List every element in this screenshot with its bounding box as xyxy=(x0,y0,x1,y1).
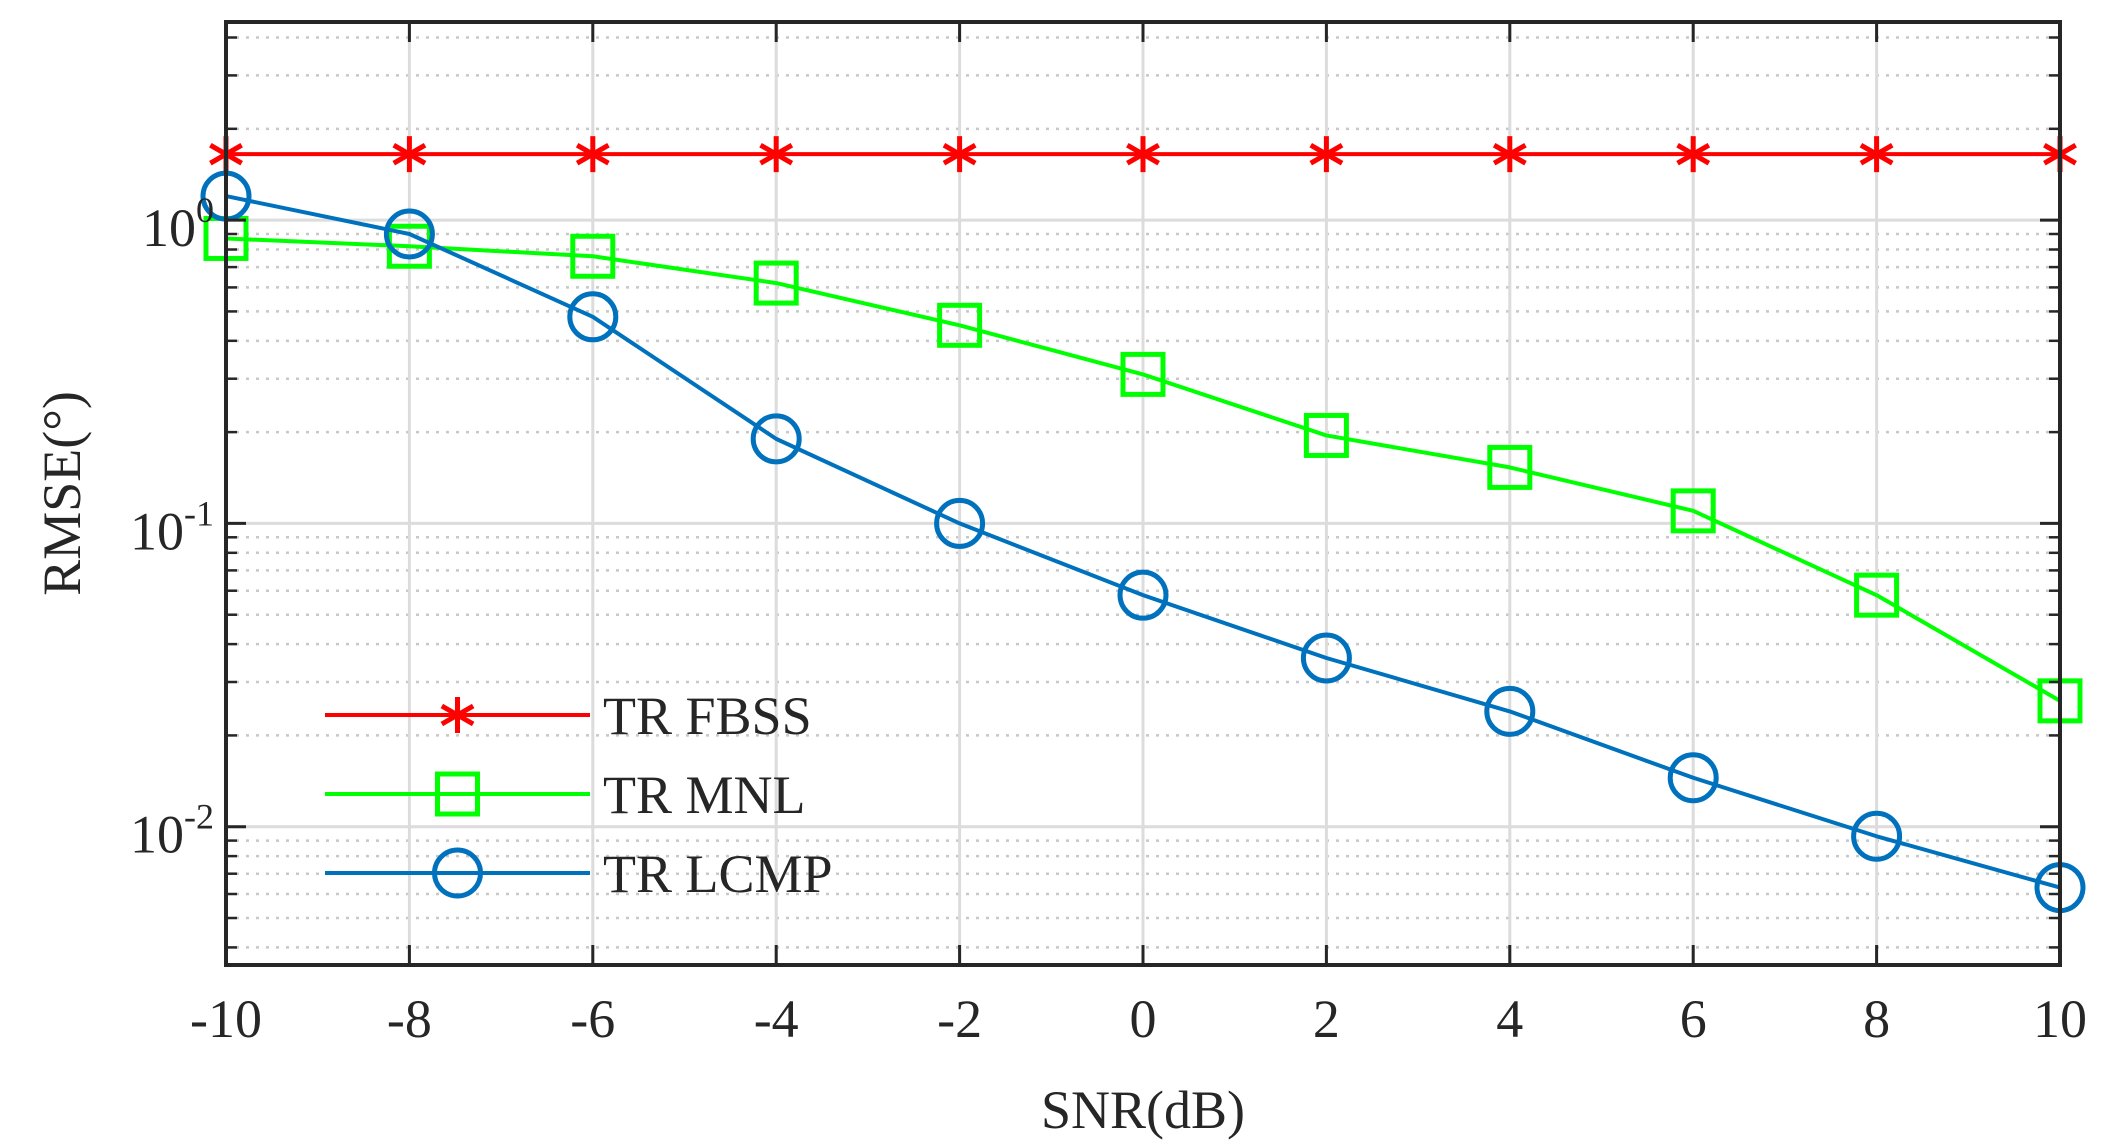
x-tick-label: -10 xyxy=(190,989,262,1049)
y-tick-label: 100 xyxy=(142,190,214,258)
data-point xyxy=(1859,136,1894,173)
legend-entry: TR MNL xyxy=(325,765,806,825)
x-tick-label: 6 xyxy=(1680,989,1707,1049)
data-point xyxy=(937,302,983,348)
data-point xyxy=(1484,685,1536,737)
y-tick-label: 10-1 xyxy=(130,493,214,561)
data-point xyxy=(1126,136,1160,173)
data-point xyxy=(753,260,799,306)
data-point xyxy=(1851,810,1903,862)
data-point xyxy=(1309,136,1344,173)
data-point xyxy=(1670,488,1716,534)
data-point xyxy=(1676,136,1711,173)
legend-label: TR LCMP xyxy=(603,844,833,904)
x-tick-label: 2 xyxy=(1313,989,1340,1049)
data-point xyxy=(1120,351,1166,397)
axis-ticks xyxy=(224,22,2062,965)
data-point xyxy=(934,497,986,549)
legend-label: TR MNL xyxy=(603,765,806,825)
legend-entry: TR LCMP xyxy=(325,844,833,904)
data-point xyxy=(392,136,427,173)
x-axis-label: SNR(dB) xyxy=(1041,1080,1245,1140)
x-tick-label: 10 xyxy=(2033,989,2087,1049)
x-tick-label: 0 xyxy=(1130,989,1157,1049)
data-point xyxy=(432,847,483,899)
series-line xyxy=(225,194,2061,890)
data-point xyxy=(1117,569,1169,621)
y-axis-label: RMSE(°) xyxy=(32,391,92,596)
legend-label: TR FBSS xyxy=(603,686,812,746)
x-tick-label: -8 xyxy=(387,989,432,1049)
x-tick-labels: -10 -8 -6 -4 -2 0 2 4 6 8 10 xyxy=(190,989,2087,1049)
x-tick-label: -4 xyxy=(754,989,799,1049)
data-point xyxy=(1300,632,1352,684)
data-point xyxy=(1487,444,1533,490)
data-point xyxy=(1492,136,1527,173)
data-point xyxy=(435,771,480,817)
y-tick-label: 10-2 xyxy=(130,797,214,865)
data-point xyxy=(1667,752,1719,804)
x-tick-label: -2 xyxy=(937,989,982,1049)
data-point xyxy=(567,291,619,343)
data-point xyxy=(1854,572,1900,618)
x-tick-label: 8 xyxy=(1863,989,1890,1049)
x-tick-label: 4 xyxy=(1496,989,1523,1049)
data-point xyxy=(750,413,802,465)
data-point xyxy=(570,233,616,279)
data-point xyxy=(942,136,977,173)
data-point xyxy=(575,136,610,173)
data-point xyxy=(440,697,475,733)
x-tick-label: -6 xyxy=(570,989,615,1049)
data-point xyxy=(1303,412,1349,458)
series-layer xyxy=(200,136,2086,914)
series-line xyxy=(225,236,2061,703)
y-tick-labels: 100 10-1 10-2 xyxy=(130,190,214,865)
legend: TR FBSS TR MNL TR LCMP xyxy=(325,686,833,904)
series-tr-lcmp xyxy=(200,170,2086,914)
data-point xyxy=(383,208,435,260)
data-point xyxy=(759,136,794,173)
legend-entry: TR FBSS xyxy=(325,686,812,746)
